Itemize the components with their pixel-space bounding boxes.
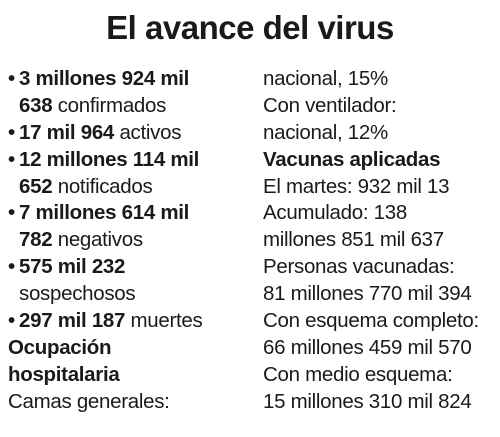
notificados-line-2: 652 notificados <box>8 174 258 201</box>
page-title: El avance del virus <box>106 9 394 46</box>
ventilador-label: Con ventilador: <box>263 93 397 117</box>
camas-generales-label: Camas generales: <box>8 389 170 413</box>
camas-nacional: nacional, 15% <box>263 67 388 90</box>
confirmados-number: 3 millones 924 mil <box>19 67 190 90</box>
stats-right-column: nacional, 15% Con ventilador: nacional, … <box>263 66 500 416</box>
ocupacion-heading-line-1: Ocupación <box>8 335 112 359</box>
bullet-icon: • <box>8 309 15 333</box>
activos-line: • 17 mil 964 activos <box>8 120 258 147</box>
vacunas-acumulado-line-1: Acumulado: 138 <box>263 201 407 225</box>
notificados-number: 12 millones 114 mil <box>19 147 200 171</box>
confirmados-label: confirmados <box>57 93 167 117</box>
notificados-label: notificados <box>57 174 153 198</box>
activos-label: activos <box>119 120 182 144</box>
negativos-number: 7 millones 614 mil <box>19 201 190 225</box>
vacunas-heading: Vacunas aplicadas <box>263 147 441 171</box>
medio-esquema-label: Con medio esquema: <box>263 362 453 386</box>
stats-left-column: • 3 millones 924 mil 638 confirmados • 17 … <box>8 66 258 416</box>
sospechosos-line-1: • 575 mil 232 <box>8 254 258 281</box>
negativos-label: negativos <box>57 228 143 252</box>
muertes-line: • 297 mil 187 muertes <box>8 308 258 335</box>
bullet-icon: • <box>8 67 15 90</box>
confirmados-line-2: 638 confirmados <box>8 93 258 120</box>
muertes-label: muertes <box>130 309 203 333</box>
bullet-icon: • <box>8 201 15 225</box>
activos-number: 17 mil 964 <box>19 120 115 144</box>
muertes-number: 297 mil 187 <box>19 309 126 333</box>
bullet-icon: • <box>8 255 15 279</box>
ocupacion-heading-line-2: hospitalaria <box>8 362 120 386</box>
sospechosos-line-2: sospechosos <box>8 281 258 308</box>
negativos-line-2: 782 negativos <box>8 227 258 254</box>
personas-vacunadas-value: 81 millones 770 mil 394 <box>263 282 472 306</box>
negativos-line-1: • 7 millones 614 mil <box>8 200 258 227</box>
bullet-icon: • <box>8 147 15 171</box>
esquema-completo-value: 66 millones 459 mil 570 <box>263 335 472 359</box>
personas-vacunadas-label: Personas vacunadas: <box>263 255 455 279</box>
esquema-completo-label: Con esquema completo: <box>263 309 479 333</box>
sospechosos-number: 575 mil 232 <box>19 255 126 279</box>
ventilador-nacional: nacional, 12% <box>263 120 388 144</box>
notificados-number-rest: 652 <box>19 174 53 198</box>
notificados-line-1: • 12 millones 114 mil <box>8 147 258 174</box>
medio-esquema-value: 15 millones 310 mil 824 <box>263 389 472 413</box>
confirmados-number-rest: 638 <box>19 93 53 117</box>
vacunas-martes: El martes: 932 mil 13 <box>263 174 450 198</box>
negativos-number-rest: 782 <box>19 228 53 252</box>
sospechosos-label: sospechosos <box>19 282 136 306</box>
confirmados-line-1: • 3 millones 924 mil <box>8 66 258 93</box>
vacunas-acumulado-line-2: millones 851 mil 637 <box>263 228 444 252</box>
bullet-icon: • <box>8 120 15 144</box>
